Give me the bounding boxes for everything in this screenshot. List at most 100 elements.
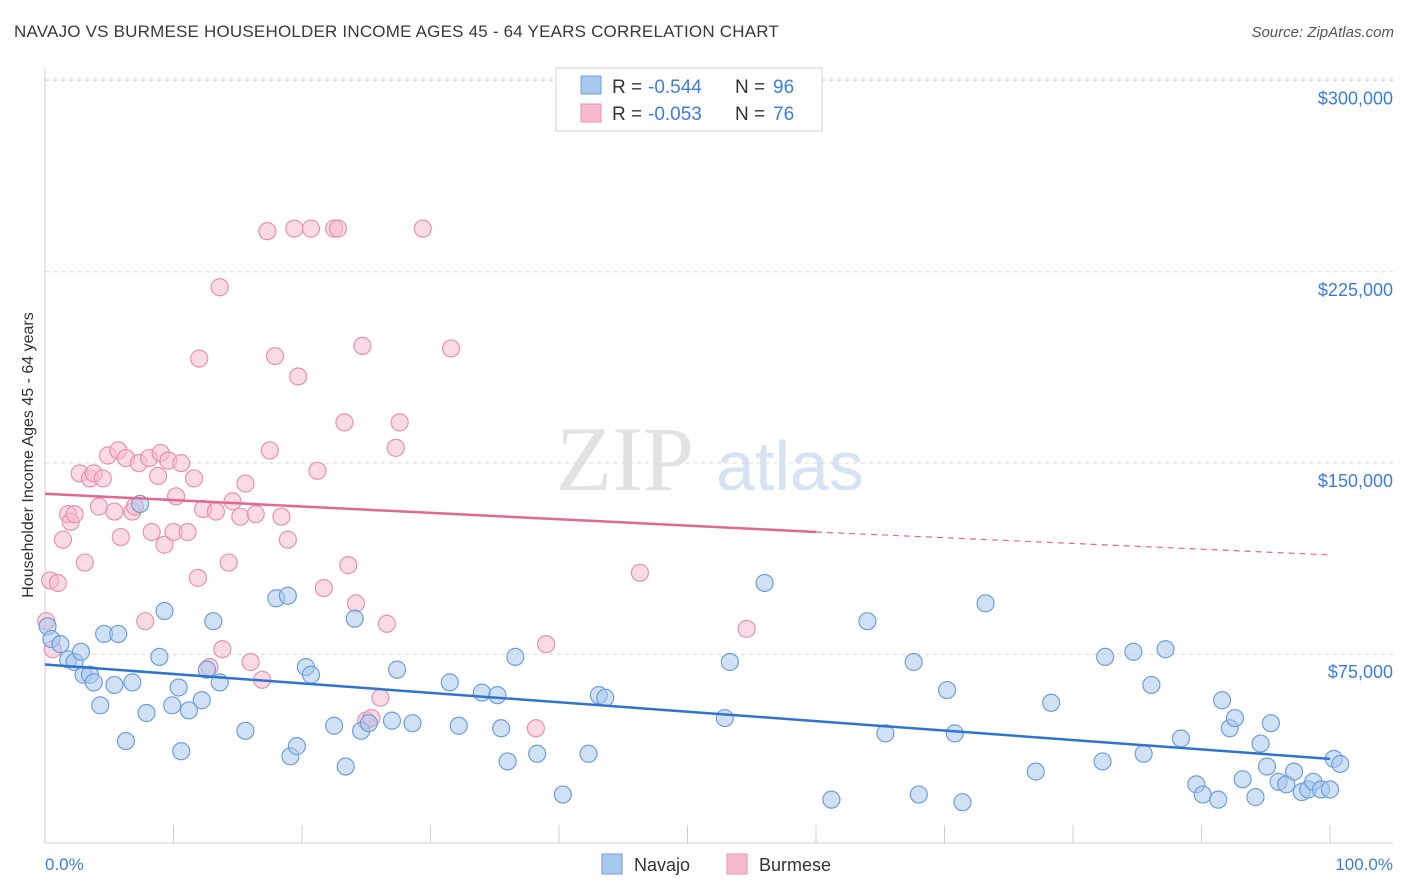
navajo-point bbox=[123, 673, 142, 692]
navajo-point bbox=[1171, 729, 1191, 748]
navajo-point bbox=[822, 790, 841, 809]
navajo-point bbox=[876, 724, 895, 743]
chart-title: NAVAJO VS BURMESE HOUSEHOLDER INCOME AGE… bbox=[14, 22, 779, 41]
navajo-point bbox=[301, 665, 321, 684]
navajo-point bbox=[150, 647, 169, 666]
burmese-point bbox=[213, 640, 232, 659]
burmese-point bbox=[314, 578, 333, 598]
legend-r-value-burmese: -0.053 bbox=[648, 104, 702, 125]
burmese-point bbox=[111, 527, 130, 547]
navajo-point bbox=[498, 752, 517, 771]
navajo-point bbox=[720, 652, 740, 672]
navajo-point bbox=[278, 586, 297, 605]
burmese-point bbox=[258, 222, 277, 241]
burmese-point bbox=[339, 556, 358, 575]
burmese-point bbox=[89, 497, 109, 516]
burmese-point bbox=[441, 339, 461, 358]
burmese-point bbox=[265, 346, 285, 366]
burmese-point bbox=[386, 438, 405, 457]
navajo-point bbox=[1142, 675, 1161, 695]
source-label: Source: ZipAtlas.com bbox=[1251, 24, 1394, 41]
bottom-legend-label-navajo: Navajo bbox=[634, 855, 690, 875]
legend-n-label-burmese: N = bbox=[735, 104, 765, 125]
legend-n-label-navajo: N = bbox=[735, 77, 765, 98]
navajo-point bbox=[84, 673, 103, 692]
navajo-point bbox=[1261, 714, 1280, 733]
navajo-point bbox=[1251, 734, 1270, 753]
burmese-point bbox=[630, 563, 650, 582]
burmese-point bbox=[190, 349, 209, 368]
watermark-zip: ZIP bbox=[556, 408, 694, 510]
navajo-point bbox=[109, 624, 128, 644]
burmese-trend-extension bbox=[815, 531, 1331, 556]
burmese-point bbox=[210, 278, 229, 297]
burmese-point bbox=[371, 688, 390, 707]
navajo-point bbox=[904, 652, 923, 672]
legend-r-label-burmese: R = bbox=[612, 104, 642, 125]
burmese-point bbox=[231, 507, 250, 526]
navajo-point bbox=[1096, 647, 1115, 666]
navajo-point bbox=[1156, 640, 1175, 659]
burmese-point bbox=[105, 502, 124, 521]
burmese-point bbox=[65, 505, 84, 524]
navajo-point bbox=[579, 744, 598, 763]
burmese-point bbox=[289, 367, 308, 386]
burmese-point bbox=[93, 469, 112, 488]
burmese-point bbox=[737, 619, 756, 638]
burmese-point bbox=[184, 469, 204, 488]
burmese-point bbox=[301, 219, 321, 238]
navajo-point bbox=[715, 708, 734, 728]
navajo-point bbox=[506, 647, 525, 666]
watermark-atlas: atlas bbox=[716, 427, 864, 505]
legend-n-value-navajo: 96 bbox=[773, 77, 794, 98]
navajo-point bbox=[488, 686, 507, 705]
burmese-point bbox=[166, 487, 186, 506]
navajo-point bbox=[336, 757, 355, 776]
navajo-point bbox=[1212, 691, 1232, 710]
navajo-point bbox=[403, 714, 422, 733]
burmese-point bbox=[526, 719, 545, 738]
navajo-point bbox=[449, 716, 468, 735]
navajo-point bbox=[1233, 770, 1252, 789]
burmese-point bbox=[142, 522, 161, 542]
navajo-point bbox=[976, 594, 995, 613]
navajo-point bbox=[1093, 752, 1112, 771]
stats-legend: R = -0.544 N = 96 R = -0.053 N = 76 bbox=[555, 67, 823, 132]
y-tick-label: $150,000 bbox=[1318, 471, 1393, 491]
navajo-point bbox=[909, 785, 928, 804]
navajo-point bbox=[116, 731, 136, 751]
series-legend: Navajo Burmese bbox=[601, 853, 831, 875]
navajo-point bbox=[858, 612, 877, 631]
navajo-trend-line bbox=[44, 663, 1331, 761]
navajo-point bbox=[1284, 762, 1304, 781]
navajo-point bbox=[528, 744, 547, 763]
navajo-point bbox=[163, 696, 182, 715]
burmese-point bbox=[75, 553, 94, 572]
navajo-point bbox=[71, 642, 91, 661]
navajo-point bbox=[472, 683, 491, 702]
burmese-point bbox=[155, 535, 174, 554]
navajo-point bbox=[1193, 785, 1212, 804]
burmese-point bbox=[278, 530, 297, 549]
navajo-point bbox=[325, 716, 344, 735]
burmese-point bbox=[377, 614, 396, 633]
navajo-point bbox=[1331, 754, 1350, 774]
navajo-point bbox=[937, 680, 957, 700]
navajo-point bbox=[204, 612, 223, 631]
navajo-point bbox=[1042, 693, 1061, 712]
x-tick-label-max: 100.0% bbox=[1335, 855, 1393, 874]
x-ticks bbox=[44, 825, 1331, 843]
burmese-point bbox=[188, 568, 208, 587]
axes bbox=[44, 68, 1393, 844]
navajo-point bbox=[755, 573, 774, 593]
y-tick-label: $300,000 bbox=[1318, 89, 1393, 109]
navajo-point bbox=[345, 609, 364, 628]
navajo-point bbox=[553, 785, 572, 804]
burmese-point bbox=[246, 505, 265, 524]
legend-r-value-navajo: -0.544 bbox=[648, 77, 702, 98]
burmese-point bbox=[178, 522, 197, 542]
legend-swatch-burmese bbox=[580, 103, 602, 123]
navajo-point bbox=[1134, 744, 1153, 763]
trend-lines bbox=[44, 492, 1331, 761]
